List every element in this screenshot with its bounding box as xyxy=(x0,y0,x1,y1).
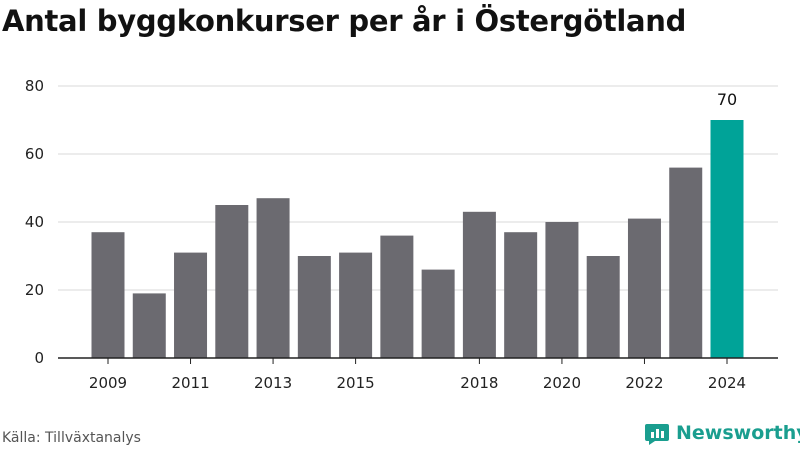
bar-2024 xyxy=(710,120,744,358)
y-tick-label: 80 xyxy=(25,77,44,95)
bar-2018 xyxy=(462,211,496,358)
y-tick-label: 0 xyxy=(34,349,44,367)
brand-name: Newsworthy xyxy=(676,422,800,444)
bar-2011 xyxy=(174,252,208,358)
bar-2019 xyxy=(504,232,538,358)
bar-2023 xyxy=(669,167,703,358)
bars xyxy=(91,120,744,358)
bar-2010 xyxy=(132,293,166,358)
newsworthy-logo-icon xyxy=(645,424,669,445)
bar-2021 xyxy=(586,256,620,358)
x-tick-label: 2009 xyxy=(89,374,127,392)
bar-2012 xyxy=(215,205,249,358)
source-note: Källa: Tillväxtanalys xyxy=(2,430,141,446)
bar-2017 xyxy=(421,269,455,358)
x-tick-label: 2013 xyxy=(254,374,292,392)
x-tick-label: 2024 xyxy=(708,374,746,392)
y-tick-label: 40 xyxy=(25,213,44,231)
y-axis-ticks: 0 20 40 60 80 xyxy=(25,77,44,367)
x-tick-label: 2022 xyxy=(625,374,663,392)
bar-2009 xyxy=(91,232,125,358)
data-label-2024: 70 xyxy=(717,90,737,109)
bar-2022 xyxy=(627,218,661,358)
x-tick-label: 2018 xyxy=(460,374,498,392)
bar-2015 xyxy=(339,252,373,358)
x-axis-ticks: 2009 2011 2013 2015 2018 2020 2022 2024 xyxy=(89,358,746,392)
brand-logo: Newsworthy xyxy=(644,420,800,446)
y-tick-label: 60 xyxy=(25,145,44,163)
bar-2020 xyxy=(545,222,579,358)
x-tick-label: 2011 xyxy=(171,374,209,392)
data-labels: 70 xyxy=(717,90,737,109)
x-tick-label: 2015 xyxy=(337,374,375,392)
chart-title: Antal byggkonkurser per år i Östergötlan… xyxy=(2,4,687,38)
x-tick-label: 2020 xyxy=(543,374,581,392)
bar-2014 xyxy=(297,256,331,358)
y-tick-label: 20 xyxy=(25,281,44,299)
bar-2013 xyxy=(256,198,290,358)
bar-2016 xyxy=(380,235,414,358)
